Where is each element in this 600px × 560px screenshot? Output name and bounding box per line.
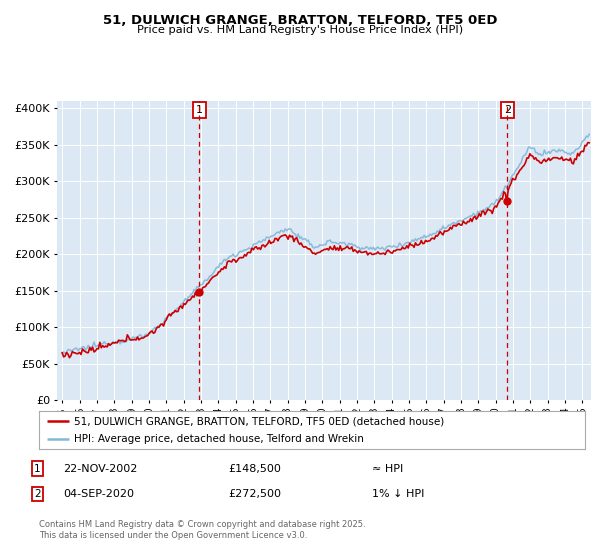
Text: 22-NOV-2002: 22-NOV-2002	[63, 464, 137, 474]
Text: 04-SEP-2020: 04-SEP-2020	[63, 489, 134, 499]
Text: 1% ↓ HPI: 1% ↓ HPI	[372, 489, 424, 499]
Text: 2: 2	[34, 489, 41, 499]
Text: 2: 2	[503, 105, 511, 115]
Text: 1: 1	[196, 105, 203, 115]
Text: 51, DULWICH GRANGE, BRATTON, TELFORD, TF5 0ED: 51, DULWICH GRANGE, BRATTON, TELFORD, TF…	[103, 14, 497, 27]
Text: ≈ HPI: ≈ HPI	[372, 464, 403, 474]
Text: £148,500: £148,500	[228, 464, 281, 474]
Text: £272,500: £272,500	[228, 489, 281, 499]
Text: Price paid vs. HM Land Registry's House Price Index (HPI): Price paid vs. HM Land Registry's House …	[137, 25, 463, 35]
Text: Contains HM Land Registry data © Crown copyright and database right 2025.
This d: Contains HM Land Registry data © Crown c…	[39, 520, 365, 540]
Text: 1: 1	[34, 464, 41, 474]
Text: 51, DULWICH GRANGE, BRATTON, TELFORD, TF5 0ED (detached house): 51, DULWICH GRANGE, BRATTON, TELFORD, TF…	[74, 416, 445, 426]
Text: HPI: Average price, detached house, Telford and Wrekin: HPI: Average price, detached house, Telf…	[74, 434, 364, 444]
